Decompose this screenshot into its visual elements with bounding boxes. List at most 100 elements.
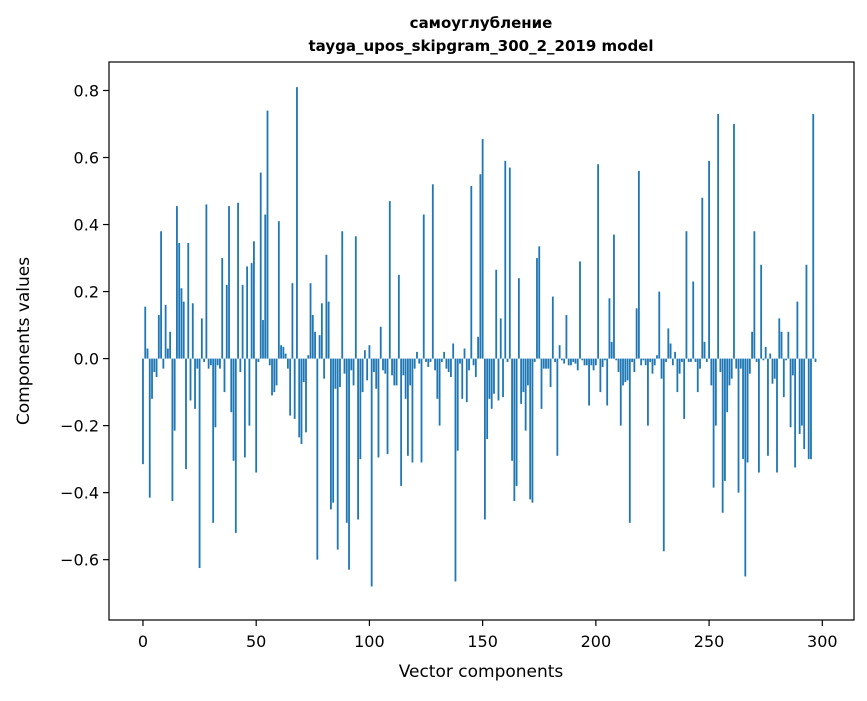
bar-254: [717, 113, 720, 359]
bar-193: [579, 261, 581, 359]
bar-197: [588, 358, 590, 406]
bar-227: [656, 355, 658, 359]
y-axis-label: Components values: [14, 257, 34, 425]
bar-130: [436, 358, 439, 399]
bar-85: [334, 358, 337, 389]
y-axis-ticks: −0.6 −0.4 −0.2 0.0 0.2 0.4 0.6 0.8: [60, 81, 109, 570]
bar-238: [681, 358, 683, 362]
bar-263: [737, 358, 740, 493]
bar-17: [180, 288, 183, 359]
bar-208: [613, 234, 615, 359]
bar-210: [617, 358, 620, 372]
bar-51: [257, 358, 260, 362]
bar-155: [493, 358, 495, 394]
bar-260: [730, 358, 733, 379]
bar-134: [445, 358, 448, 369]
bar-111: [393, 358, 396, 386]
y-tick-label: −0.4: [60, 484, 99, 503]
bar-145: [470, 186, 473, 359]
bar-112: [395, 358, 398, 386]
x-tick-label: 150: [467, 632, 498, 651]
y-tick-label: 0.2: [74, 283, 99, 302]
bar-196: [585, 358, 588, 366]
bar-184: [558, 345, 561, 359]
bar-211: [619, 358, 622, 426]
bar-273: [760, 264, 763, 359]
x-tick-label: 300: [807, 632, 838, 651]
bar-187: [565, 315, 568, 359]
bar-164: [513, 358, 516, 502]
bar-98: [363, 350, 366, 359]
bar-43: [239, 358, 242, 372]
bar-171: [529, 358, 532, 500]
bar-149: [479, 174, 482, 359]
bar-241: [687, 358, 690, 362]
bar-216: [631, 358, 633, 362]
chart-subtitle: tayga_upos_skipgram_300_2_2019 model: [309, 37, 654, 55]
bar-261: [733, 124, 735, 359]
bar-87: [339, 358, 341, 388]
bar-71: [302, 358, 305, 383]
bar-54: [264, 214, 267, 359]
bar-3: [148, 358, 151, 498]
bar-64: [286, 358, 289, 369]
bar-243: [692, 281, 695, 359]
bar-56: [268, 358, 271, 366]
bar-53: [262, 320, 264, 359]
bar-237: [678, 358, 681, 374]
bar-257: [724, 358, 726, 481]
bar-38: [228, 206, 230, 359]
bar-151: [483, 358, 486, 520]
bar-275: [764, 346, 767, 359]
bar-126: [427, 358, 430, 367]
bar-160: [504, 160, 507, 359]
bar-106: [382, 358, 384, 371]
bar-190: [572, 358, 575, 362]
bar-28: [205, 204, 208, 359]
bar-6: [155, 358, 158, 378]
bar-240: [685, 231, 688, 359]
bar-74: [309, 283, 312, 359]
bar-256: [721, 358, 724, 513]
bar-235: [674, 351, 677, 359]
bar-269: [751, 331, 753, 359]
bar-179: [547, 358, 550, 369]
bar-165: [515, 358, 518, 486]
bar-39: [230, 358, 233, 413]
bar-242: [690, 358, 692, 362]
y-tick-label: 0.6: [74, 149, 99, 168]
bar-297: [814, 358, 817, 362]
x-tick-label: 0: [138, 632, 148, 651]
bar-231: [665, 358, 667, 362]
bar-292: [803, 358, 806, 450]
bar-143: [465, 358, 468, 403]
bar-270: [753, 231, 756, 359]
bar-4: [151, 358, 153, 399]
bar-48: [250, 263, 253, 359]
bar-163: [511, 358, 513, 461]
bar-199: [592, 358, 595, 371]
bar-92: [350, 358, 353, 371]
bar-0: [142, 358, 144, 465]
bar-86: [336, 358, 339, 550]
bar-156: [495, 269, 498, 359]
bar-102: [373, 358, 375, 372]
bar-55: [266, 110, 269, 359]
bar-142: [463, 348, 466, 359]
bar-89: [343, 358, 346, 374]
bar-117: [407, 358, 409, 456]
bar-192: [576, 358, 579, 371]
bar-168: [522, 358, 525, 393]
bar-252: [712, 358, 715, 488]
y-tick-label: −0.2: [60, 417, 99, 436]
bar-181: [551, 296, 554, 359]
bar-16: [178, 242, 181, 359]
bar-136: [450, 358, 452, 378]
bar-72: [305, 358, 307, 433]
bar-125: [425, 358, 427, 362]
bar-280: [776, 358, 778, 473]
bar-47: [248, 358, 251, 426]
bar-234: [671, 358, 674, 366]
